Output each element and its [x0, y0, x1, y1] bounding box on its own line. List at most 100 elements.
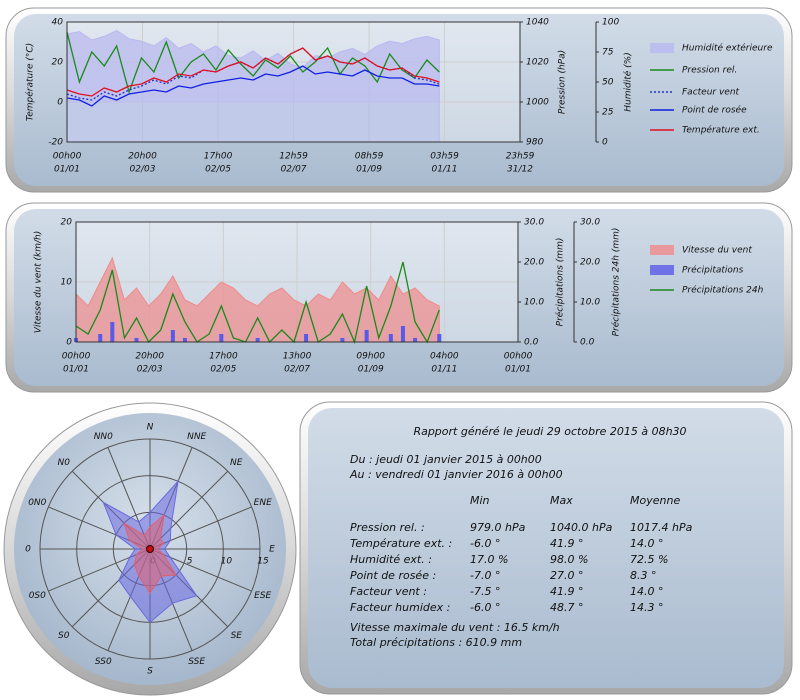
direction-label: N0 — [57, 458, 70, 468]
y3-axis-label: Humidité (%) — [623, 52, 634, 111]
bar — [364, 330, 369, 342]
plot-frame — [66, 21, 521, 143]
y2-tick-label: 1000 — [526, 98, 549, 108]
x-tick-label: 02/03 — [130, 165, 156, 175]
y3-tick-label: 100 — [602, 18, 619, 28]
panel — [308, 408, 784, 688]
table-cell: 72.5 % — [630, 553, 668, 566]
direction-label: ENE — [254, 498, 272, 508]
x-tick-label: 02/05 — [205, 165, 231, 175]
direction-label: 0N0 — [28, 498, 46, 508]
report-title: Rapport généré le jeudi 29 octobre 2015 … — [413, 425, 686, 438]
table-cell: 8.3 ° — [630, 569, 657, 582]
y3-axis-label: Précipitations 24h (mm) — [611, 228, 622, 337]
table-cell: 27.0 ° — [550, 569, 584, 582]
x-tick-label: 12h59 — [279, 152, 308, 162]
y2-axis-label: Pression (hPa) — [558, 50, 568, 114]
bar — [134, 338, 139, 342]
report-from: Du : jeudi 01 janvier 2015 à 00h00 — [350, 453, 542, 466]
legend-label: Vitesse du vent — [682, 246, 752, 256]
table-cell: -7.0 ° — [470, 569, 500, 582]
x-tick-label: 01/09 — [356, 165, 382, 175]
table-cell: Point de rosée : — [350, 569, 436, 582]
direction-label: S0 — [58, 631, 70, 641]
direction-label: SS0 — [95, 657, 112, 667]
table-cell: Facteur humidex : — [350, 601, 450, 614]
r-tick-label: 15 — [257, 557, 269, 567]
x-tick-label: 01/11 — [432, 165, 458, 175]
x-tick-label: 02/07 — [281, 165, 307, 175]
y2-axis-label: Précipitations (mm) — [555, 238, 566, 327]
table-cell: -7.5 ° — [470, 585, 500, 598]
y3-tick-label: 20.0 — [580, 258, 600, 268]
x-tick-label: 02/05 — [210, 365, 236, 375]
y-tick-label: 0 — [57, 98, 63, 108]
y-tick-label: -20 — [48, 138, 63, 148]
table-cell: Facteur vent : — [350, 585, 427, 598]
line — [75, 261, 440, 345]
direction-label: SE — [231, 631, 243, 641]
direction-label: 0 — [25, 545, 31, 555]
x-tick-label: 17h00 — [209, 352, 238, 362]
legend-swatch — [650, 245, 674, 255]
y2-tick-label: 20.0 — [524, 258, 544, 268]
y3-tick-label: 0 — [602, 138, 608, 148]
table-cell: 14.0 ° — [630, 537, 664, 550]
table-cell: 17.0 % — [470, 553, 508, 566]
y3-tick-label: 0.0 — [580, 338, 595, 348]
plot-frame — [75, 221, 519, 343]
direction-label: E — [269, 545, 275, 555]
column-header: Max — [550, 494, 573, 507]
table-cell: 14.0 ° — [630, 585, 664, 598]
y-tick-label: 20 — [52, 58, 64, 68]
table-cell: Humidité ext. : — [350, 553, 432, 566]
table-cell: -6.0 ° — [470, 537, 500, 550]
x-tick-label: 00h00 — [53, 152, 82, 162]
y3-tick-label: 50 — [602, 78, 614, 88]
direction-label: 0S0 — [29, 591, 46, 601]
r-tick-label: 10 — [221, 557, 233, 567]
direction-label: N — [147, 423, 154, 433]
bar — [437, 334, 442, 342]
legend-label: Précipitations — [682, 265, 744, 276]
y2-tick-label: 1020 — [526, 58, 549, 68]
y-tick-label: 0 — [66, 338, 72, 348]
y-axis-label: Température (°C) — [25, 43, 36, 121]
report-rain-total: Total précipitations : 610.9 mm — [350, 636, 522, 649]
direction-label: SSE — [188, 657, 205, 667]
legend-label: Facteur vent — [682, 88, 740, 98]
radar-area — [123, 513, 177, 594]
report-wind-max: Vitesse maximale du vent : 16.5 km/h — [350, 621, 560, 634]
x-tick-label: 00h00 — [62, 352, 91, 362]
x-tick-label: 01/01 — [54, 165, 80, 175]
x-tick-label: 01/01 — [63, 365, 89, 375]
x-tick-label: 23h59 — [506, 152, 535, 162]
y2-tick-label: 10.0 — [524, 298, 544, 308]
x-tick-label: 17h00 — [204, 152, 233, 162]
line — [66, 31, 440, 95]
r-tick-label: 5 — [187, 557, 193, 567]
table-cell: 41.9 ° — [550, 585, 584, 598]
y-tick-label: 20 — [61, 218, 73, 228]
column-header: Min — [470, 494, 490, 507]
table-cell: Pression rel. : — [350, 521, 425, 534]
bar — [388, 334, 393, 342]
y2-tick-label: 0.0 — [524, 338, 539, 348]
legend-swatch — [650, 43, 674, 53]
y2-tick-label: 980 — [526, 138, 543, 148]
report-to: Au : vendredi 01 janvier 2016 à 00h00 — [349, 468, 563, 481]
bar — [340, 338, 345, 342]
direction-label: ESE — [254, 591, 271, 601]
x-tick-label: 04h00 — [430, 352, 459, 362]
x-tick-label: 03h59 — [430, 152, 459, 162]
bar — [98, 334, 103, 342]
bar — [400, 326, 405, 342]
x-tick-label: 01/11 — [431, 365, 457, 375]
bar — [219, 334, 224, 342]
y-axis-label: Vitesse du vent (km/h) — [34, 231, 44, 333]
x-tick-label: 01/09 — [358, 365, 384, 375]
center-dot — [146, 545, 154, 553]
table-cell: 1017.4 hPa — [630, 521, 693, 534]
legend-label: Température ext. — [682, 125, 760, 136]
